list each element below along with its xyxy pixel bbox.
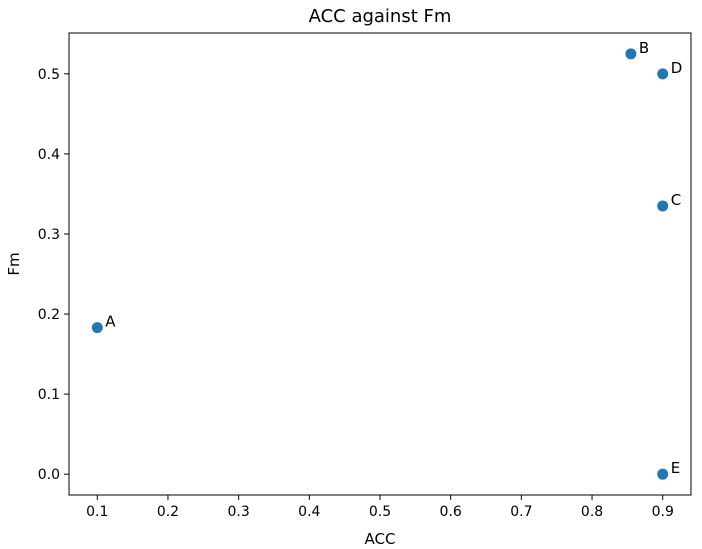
x-axis: 0.1 0.2 0.3 0.4 0.5 0.6 0.7 0.8 0.9 bbox=[86, 495, 674, 520]
plot-frame bbox=[68, 32, 692, 496]
data-point-c bbox=[657, 200, 669, 212]
x-axis-label: ACC bbox=[365, 530, 396, 548]
point-label-b: B bbox=[639, 39, 649, 57]
y-axis-label: Fm bbox=[5, 252, 23, 275]
y-tick-label: 0.4 bbox=[38, 147, 60, 163]
data-point-a bbox=[91, 322, 103, 334]
x-tick-label: 0.6 bbox=[440, 504, 462, 520]
point-label-c: C bbox=[671, 191, 681, 209]
x-tick-label: 0.7 bbox=[510, 504, 532, 520]
y-tick-label: 0.5 bbox=[38, 67, 60, 83]
x-tick-label: 0.2 bbox=[157, 504, 179, 520]
data-points: A B C D E bbox=[91, 39, 683, 480]
y-tick-label: 0.1 bbox=[38, 387, 60, 403]
y-tick-label: 0.0 bbox=[38, 467, 60, 483]
chart-title: ACC against Fm bbox=[309, 6, 452, 27]
x-tick-label: 0.9 bbox=[652, 504, 674, 520]
data-point-b bbox=[625, 48, 637, 60]
point-label-e: E bbox=[671, 459, 680, 477]
x-tick-label: 0.8 bbox=[581, 504, 603, 520]
data-point-e bbox=[657, 468, 669, 480]
x-tick-label: 0.1 bbox=[86, 504, 108, 520]
y-tick-label: 0.2 bbox=[38, 307, 60, 323]
y-axis: 0.0 0.1 0.2 0.3 0.4 0.5 bbox=[38, 67, 69, 483]
point-label-d: D bbox=[671, 59, 683, 77]
x-tick-label: 0.3 bbox=[228, 504, 250, 520]
point-label-a: A bbox=[105, 313, 116, 331]
y-tick-label: 0.3 bbox=[38, 227, 60, 243]
x-tick-label: 0.4 bbox=[298, 504, 320, 520]
data-point-d bbox=[657, 68, 669, 80]
x-tick-label: 0.5 bbox=[369, 504, 391, 520]
